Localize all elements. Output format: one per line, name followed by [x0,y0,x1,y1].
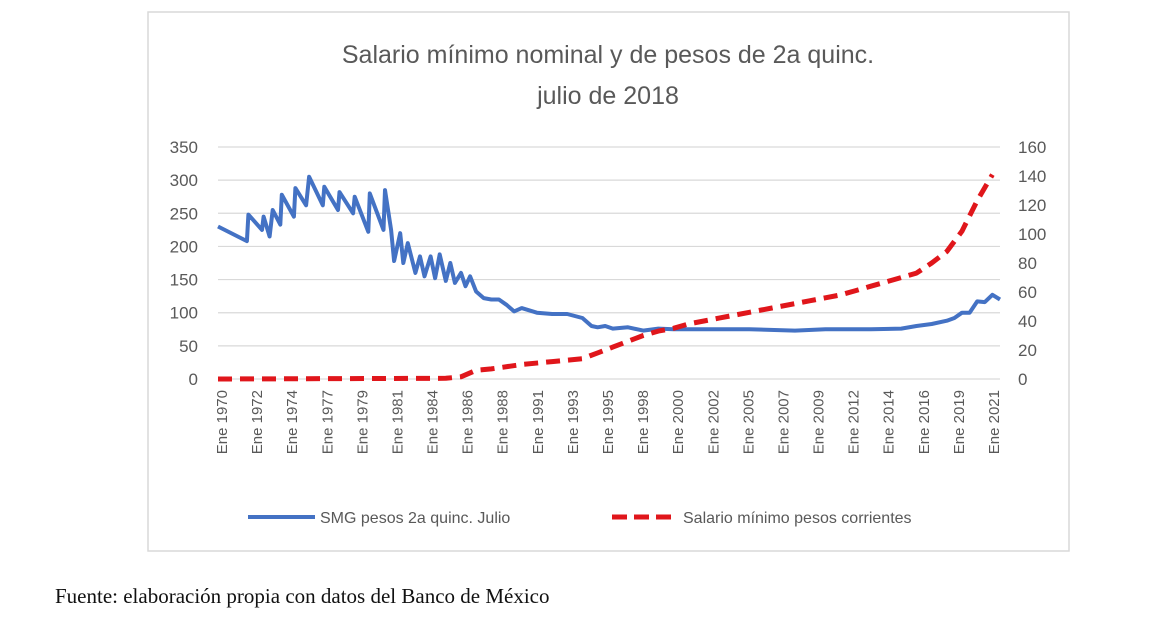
x-tick-label: Ene 2014 [881,390,898,454]
x-tick-label: Ene 2000 [670,390,687,454]
x-tick-label: Ene 1986 [460,390,477,454]
legend-label-smg: SMG pesos 2a quinc. Julio [320,510,510,527]
x-tick-label: Ene 1970 [214,390,231,454]
x-tick-label: Ene 2021 [986,390,1003,454]
x-tick-label: Ene 1972 [249,390,266,454]
x-tick-label: Ene 1991 [530,390,547,454]
chart-title-line-1: Salario mínimo nominal y de pesos de 2a … [342,41,874,69]
y-left-tick-label: 0 [189,370,198,389]
legend: SMG pesos 2a quinc. Julio Salario mínimo… [248,510,912,527]
x-tick-label: Ene 2019 [951,390,968,454]
y-left-tick-label: 150 [170,271,198,290]
x-tick-label: Ene 2002 [705,390,722,454]
x-tick-label: Ene 1981 [389,390,406,454]
source-caption: Fuente: elaboración propia con datos del… [55,584,550,608]
y-right-tick-label: 100 [1018,225,1046,244]
x-tick-label: Ene 1977 [319,390,336,454]
x-tick-label: Ene 1998 [635,390,652,454]
y-right-tick-label: 120 [1018,196,1046,215]
x-tick-label: Ene 2005 [740,390,757,454]
y-right-tick-label: 0 [1018,370,1027,389]
y-left-tick-label: 300 [170,171,198,190]
chart-title-line-2: julio de 2018 [536,82,679,110]
x-tick-label: Ene 2007 [775,390,792,454]
y-left-tick-label: 50 [179,337,198,356]
x-tick-label: Ene 2009 [811,390,828,454]
x-tick-label: Ene 2016 [916,390,933,454]
y-left-tick-label: 250 [170,204,198,223]
x-tick-label: Ene 1974 [284,390,301,454]
x-tick-label: Ene 1988 [495,390,512,454]
y-right-tick-label: 60 [1018,283,1037,302]
y-right-tick-label: 140 [1018,167,1046,186]
x-tick-label: Ene 1995 [600,390,617,454]
series-line-0 [217,174,1002,333]
chart-frame [147,11,1070,552]
x-tick-label: Ene 1993 [565,390,582,454]
y-right-tick-label: 40 [1018,312,1037,331]
x-tick-label: Ene 1984 [425,390,442,454]
y-right-tick-label: 20 [1018,341,1037,360]
y-left-tick-label: 100 [170,304,198,323]
y-right-tick-label: 80 [1018,254,1037,273]
y-left-tick-label: 350 [170,138,198,157]
y-left-tick-label: 200 [170,237,198,256]
x-tick-label: Ene 2012 [846,390,863,454]
y-right-tick-label: 160 [1018,138,1046,157]
x-tick-label: Ene 1979 [354,390,371,454]
legend-label-corrientes: Salario mínimo pesos corrientes [683,510,912,527]
